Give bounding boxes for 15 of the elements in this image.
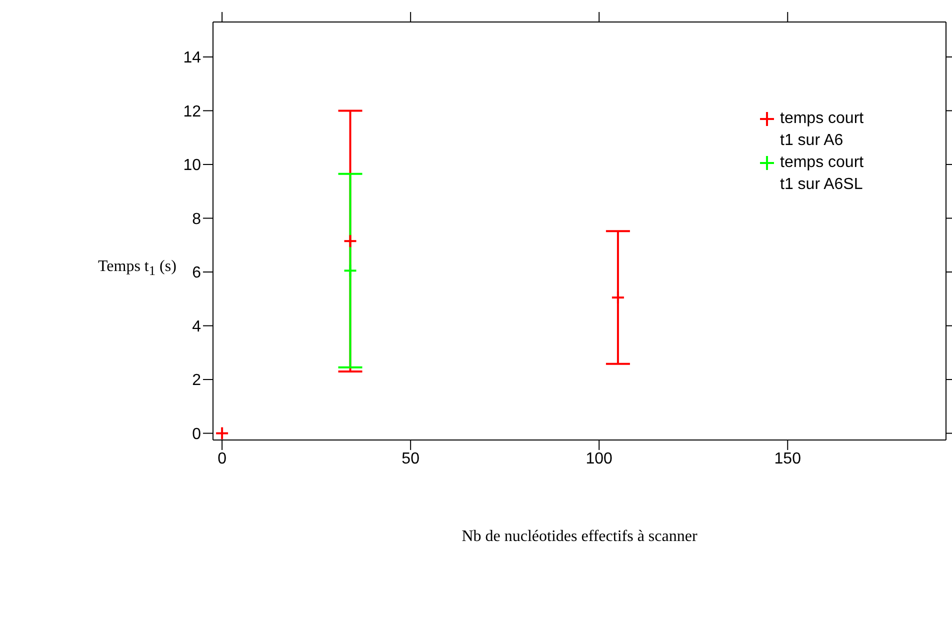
y-tick-label: 8 bbox=[192, 210, 202, 228]
y-tick-label: 14 bbox=[183, 50, 202, 67]
y-tick-label: 0 bbox=[192, 426, 202, 443]
y-tick-label: 6 bbox=[192, 264, 202, 282]
x-tick-label: 0 bbox=[218, 450, 227, 468]
y-axis-title: Temps t$_{1}$ (s) bbox=[98, 258, 176, 280]
x-tick-label: 50 bbox=[402, 450, 420, 468]
x-tick-label: 100 bbox=[586, 450, 613, 468]
x-tick-label: 150 bbox=[774, 450, 802, 468]
y-tick-label: 2 bbox=[192, 372, 202, 390]
x-axis-title: Nb de nucléotides effectifs à scanner bbox=[460, 528, 698, 546]
y-tick-label: 4 bbox=[192, 318, 202, 336]
y-tick-label: 10 bbox=[183, 157, 202, 174]
legend-label: temps court t1 sur A6SL bbox=[780, 153, 865, 195]
y-tick-label: 12 bbox=[183, 103, 202, 120]
